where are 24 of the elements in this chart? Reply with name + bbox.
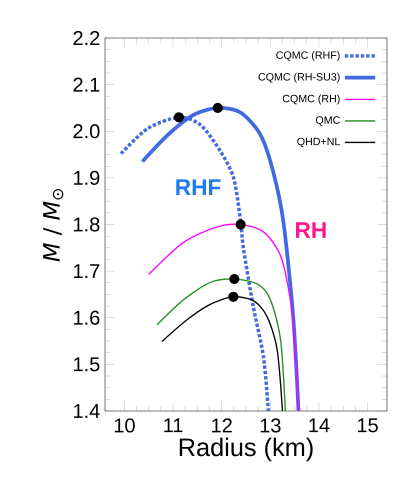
y-axis-title: M / M$_{⊙}$ bbox=[43, 189, 64, 262]
legend-label: CQMC (RH-SU3) bbox=[258, 72, 340, 83]
y-tick-label: 1.8 bbox=[74, 217, 100, 232]
x-tick-label: 11 bbox=[164, 418, 182, 432]
legend-label: CQMC (RHF) bbox=[276, 51, 340, 62]
x-tick-label: 10 bbox=[114, 418, 135, 433]
x-tick-label: 14 bbox=[309, 418, 330, 432]
annotation: RHF bbox=[176, 179, 221, 195]
x-tick-label: 12 bbox=[212, 418, 232, 432]
y-tick-label: 2.1 bbox=[73, 78, 100, 92]
legend-label: CQMC (RH) bbox=[282, 94, 340, 104]
y-tick-label: 2.2 bbox=[73, 31, 100, 45]
y-tick-label: 1.7 bbox=[74, 264, 100, 278]
y-tick-label: 1.6 bbox=[74, 310, 100, 325]
legend-label: QHD+NL bbox=[297, 138, 340, 148]
y-tick-label: 1.9 bbox=[74, 170, 100, 185]
legend-label: QMC bbox=[316, 116, 340, 126]
x-tick-label: 13 bbox=[260, 418, 281, 433]
x-tick-label: 15 bbox=[358, 418, 378, 432]
x-axis-title: Radius (km) bbox=[180, 438, 313, 462]
y-tick-label: 1.5 bbox=[74, 357, 100, 372]
y-tick-label: 1.4 bbox=[74, 404, 100, 418]
annotation: RH bbox=[296, 222, 326, 238]
y-tick-label: 2.0 bbox=[73, 124, 100, 138]
